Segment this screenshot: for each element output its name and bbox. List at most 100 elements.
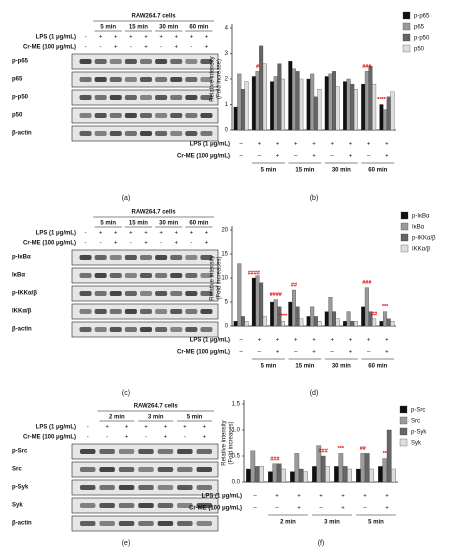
band [155, 131, 168, 136]
band [196, 449, 213, 454]
band [109, 95, 122, 100]
lps-sign: + [330, 338, 334, 344]
crme-sign: + [174, 241, 178, 247]
band [170, 291, 183, 296]
bar [317, 321, 322, 327]
band [185, 255, 198, 260]
band [124, 309, 137, 314]
band-label: β-actin [12, 131, 32, 137]
band [200, 327, 213, 332]
crme-sign: - [145, 435, 147, 441]
band [139, 113, 153, 118]
bar [273, 299, 278, 327]
lps-sign: + [276, 338, 280, 344]
bar [379, 321, 384, 327]
crme-sign: - [85, 45, 87, 51]
legend-swatch [399, 416, 408, 425]
significance-mark: ** [383, 451, 388, 457]
band [109, 255, 122, 260]
bar [372, 83, 377, 131]
lps-sign: - [85, 35, 87, 41]
bar [310, 306, 315, 327]
band [94, 59, 107, 64]
crme-sign: + [385, 506, 389, 512]
band [138, 467, 154, 472]
band [185, 77, 198, 82]
lps-sign: + [205, 231, 209, 237]
band [79, 309, 92, 314]
band [155, 77, 168, 82]
legend-swatch [400, 211, 409, 220]
panel-label: (b) [310, 195, 319, 202]
band [200, 273, 213, 278]
crme-sign: – [319, 506, 323, 512]
band [155, 327, 168, 332]
bar [288, 61, 293, 131]
bar [294, 453, 300, 483]
bar [240, 89, 245, 131]
band [139, 77, 153, 82]
crme-sign: – [258, 154, 262, 160]
crme-sign: - [100, 241, 102, 247]
bar [320, 455, 326, 483]
band [196, 467, 213, 472]
bar [313, 316, 318, 327]
bar [343, 81, 347, 131]
bar [325, 466, 330, 483]
crme-sign: + [144, 241, 148, 247]
band [99, 449, 115, 454]
lps-label: LPS (1 μg/mL) [36, 425, 76, 431]
legend-label: p-p65 [414, 14, 430, 20]
band [155, 273, 168, 278]
significance-mark: ### [270, 456, 279, 462]
band [109, 59, 122, 64]
lps-sign: + [312, 338, 316, 344]
time-label: 60 min [189, 25, 208, 31]
crme-sign: – [367, 350, 371, 356]
bar [390, 321, 395, 327]
band [200, 113, 213, 118]
bar [383, 311, 388, 327]
band [170, 309, 183, 314]
lps-sign: - [85, 231, 87, 237]
legend-label: IKKα/β [412, 247, 431, 253]
crme-sign: + [114, 45, 118, 51]
lps-sign: + [349, 338, 353, 344]
bar [290, 471, 295, 483]
legend-swatch [400, 222, 409, 231]
lps-sign: + [341, 494, 345, 500]
band [155, 309, 168, 314]
band [79, 131, 92, 136]
band [118, 467, 135, 472]
group-label: 30 min [332, 168, 351, 174]
crme-sign: + [205, 241, 209, 247]
band [177, 521, 193, 526]
crme-sign: – [239, 154, 243, 160]
bar [251, 76, 256, 131]
crme-sign: – [363, 506, 367, 512]
legend-swatch [402, 33, 411, 42]
band [155, 95, 168, 100]
band [200, 95, 213, 100]
lps-sign: + [129, 231, 133, 237]
crme-sign: - [190, 241, 192, 247]
legend-label: p50 [414, 47, 425, 53]
band [124, 113, 137, 118]
bar [313, 96, 318, 131]
lps-label: LPS (1 μg/mL) [190, 142, 230, 148]
band [109, 77, 122, 82]
time-label: 15 min [129, 221, 148, 227]
band [79, 327, 92, 332]
bar [259, 45, 264, 131]
legend-label: p65 [414, 25, 425, 31]
bar [324, 311, 329, 327]
band-label: p-Src [12, 449, 28, 455]
band [185, 95, 198, 100]
y-tick-label: 20 [221, 228, 228, 234]
bar [240, 316, 245, 327]
bar [288, 301, 293, 327]
bar [295, 71, 300, 131]
band [139, 291, 153, 296]
band [99, 521, 115, 526]
bar [332, 311, 337, 327]
